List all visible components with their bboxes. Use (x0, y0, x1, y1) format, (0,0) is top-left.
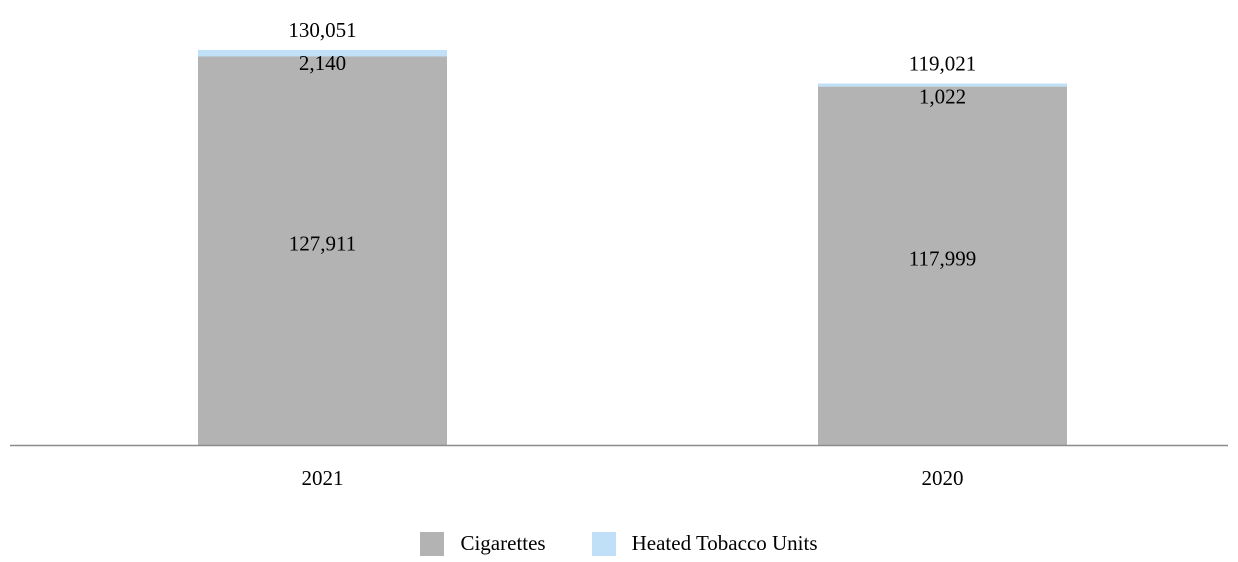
legend-item-cigarettes: Cigarettes (420, 531, 546, 556)
bar-heated-tobacco-units-2020 (818, 83, 1067, 87)
legend-label-heated-tobacco-units: Heated Tobacco Units (631, 531, 818, 555)
bar-cigarettes-2020 (818, 86, 1067, 446)
total-label-2021: 130,051 (288, 18, 356, 42)
data-label-heated-tobacco-units-2020: 1,022 (919, 84, 966, 108)
bars-group (198, 50, 1067, 446)
data-label-heated-tobacco-units-2021: 2,140 (299, 51, 346, 75)
legend-label-cigarettes: Cigarettes (460, 531, 546, 555)
legend-swatch-heated-tobacco-units (591, 531, 616, 556)
bar-heated-tobacco-units-2021 (198, 50, 447, 57)
data-label-cigarettes-2020: 117,999 (909, 247, 976, 271)
x-tick-label-2020: 2020 (922, 466, 964, 490)
labels-group: 127,911 2,140 130,051 117,999 1,022 119,021 (288, 18, 976, 271)
data-label-cigarettes-2021: 127,911 (289, 232, 356, 256)
x-tick-label-2021: 2021 (302, 466, 344, 490)
legend-item-heated-tobacco-units: Heated Tobacco Units (591, 531, 818, 556)
x-tick-labels: 2021 2020 (302, 466, 964, 490)
bar-cigarettes-2021 (198, 56, 447, 445)
total-label-2020: 119,021 (909, 51, 976, 75)
legend-swatch-cigarettes (420, 531, 445, 556)
legend: Cigarettes Heated Tobacco Units (0, 530, 1238, 557)
